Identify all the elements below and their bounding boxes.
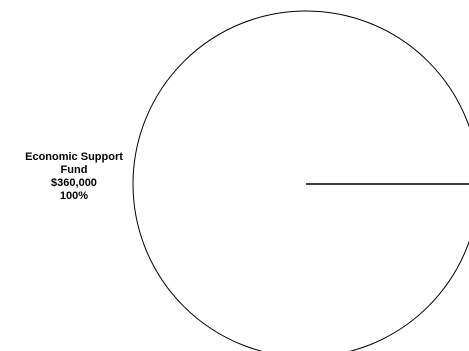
pie-slice	[132, 10, 469, 351]
slice-name: Economic Support Fund	[25, 151, 123, 176]
slice-percent: 100%	[59, 190, 89, 202]
slice-value: $360,000	[51, 177, 97, 189]
slice-label-economic-support-fund: Economic Support Fund $360,000 100%	[0, 151, 148, 203]
